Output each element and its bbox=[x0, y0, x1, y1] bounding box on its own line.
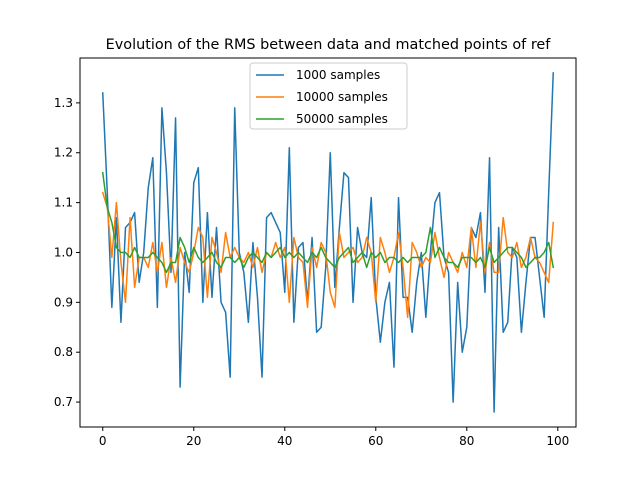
y-tick-label: 0.9 bbox=[54, 295, 73, 309]
series-line-2 bbox=[101, 191, 555, 319]
chart-title: Evolution of the RMS between data and ma… bbox=[106, 37, 552, 53]
axes-frame bbox=[79, 57, 577, 428]
series-layer bbox=[101, 72, 555, 413]
x-tick-label: 60 bbox=[368, 434, 383, 448]
legend-label: 10000 samples bbox=[296, 90, 388, 104]
legend-label: 50000 samples bbox=[296, 112, 388, 126]
legend-label: 1000 samples bbox=[296, 68, 380, 82]
y-tick-label: 1.0 bbox=[54, 245, 73, 259]
y-axis: 0.7 0.8 0.9 1.0 1.1 1.2 1.3 bbox=[54, 96, 80, 409]
y-tick-label: 1.3 bbox=[54, 96, 73, 110]
y-tick-label: 1.2 bbox=[54, 146, 73, 160]
series-line-3 bbox=[101, 171, 555, 274]
y-tick-label: 0.8 bbox=[54, 345, 73, 359]
x-tick-label: 20 bbox=[186, 434, 201, 448]
x-tick-label: 40 bbox=[277, 434, 292, 448]
x-tick-label: 80 bbox=[459, 434, 474, 448]
legend: 1000 samples 10000 samples 50000 samples bbox=[249, 62, 408, 130]
x-tick-label: 100 bbox=[546, 434, 569, 448]
y-tick-label: 1.1 bbox=[54, 196, 73, 210]
legend-box bbox=[249, 62, 408, 130]
x-tick-label: 0 bbox=[99, 434, 107, 448]
y-tick-label: 0.7 bbox=[54, 395, 73, 409]
x-axis: 0 20 40 60 80 100 bbox=[99, 427, 569, 448]
